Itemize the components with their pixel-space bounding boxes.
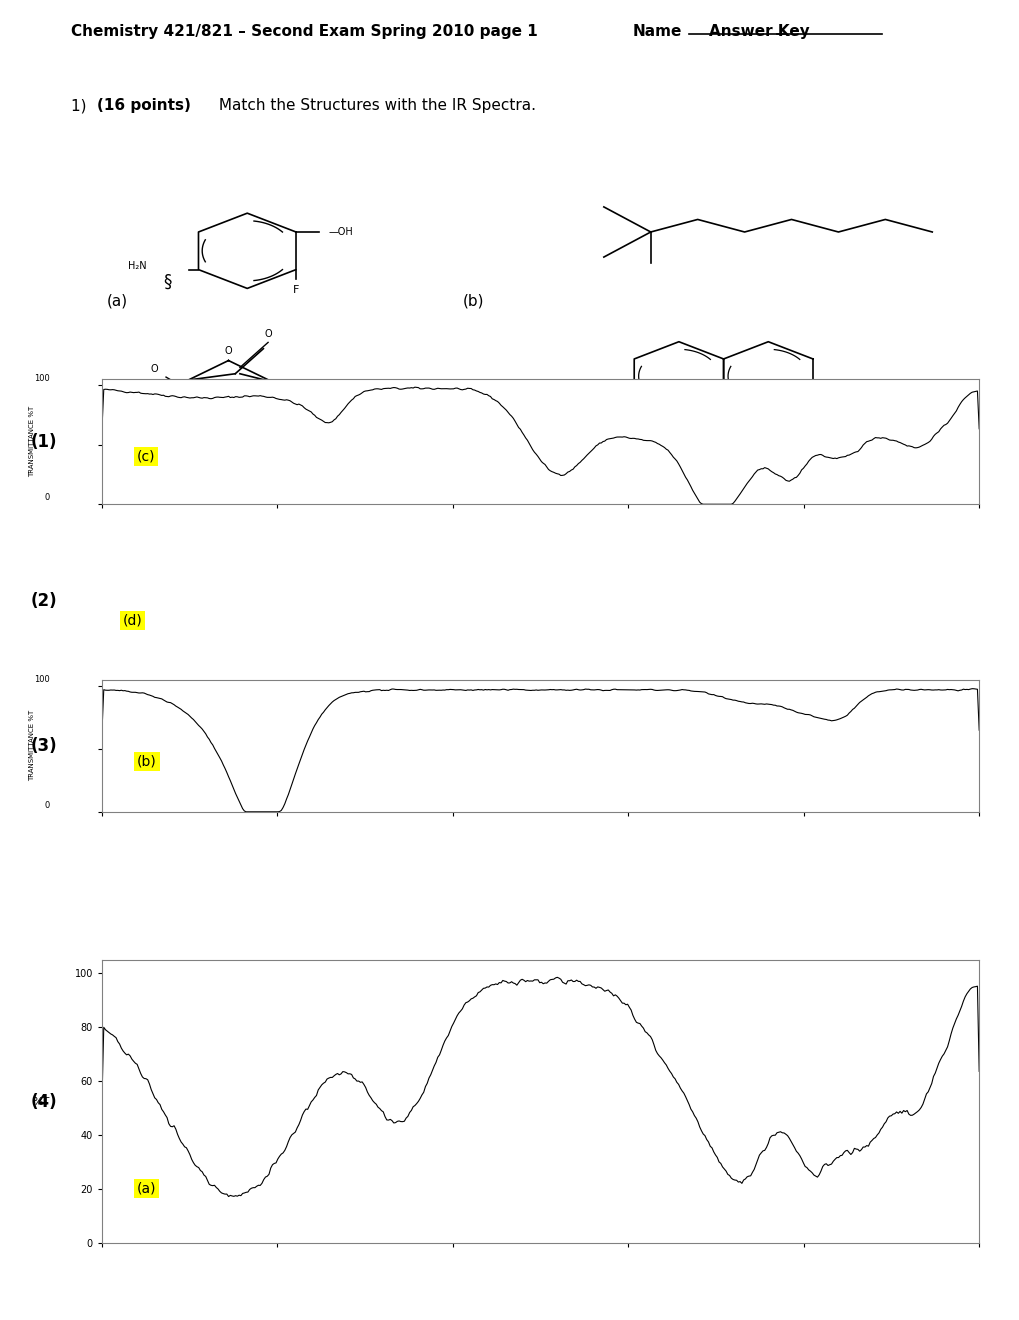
Text: Chemistry 421/821 – Second Exam Spring 2010 page 1: Chemistry 421/821 – Second Exam Spring 2… — [71, 24, 538, 40]
Text: (a): (a) — [137, 1181, 157, 1196]
Text: O: O — [151, 364, 158, 374]
Text: Match the Structures with the IR Spectra.: Match the Structures with the IR Spectra… — [214, 98, 536, 114]
Text: (3): (3) — [31, 737, 57, 755]
Text: TRANSMITTANCE %T: TRANSMITTANCE %T — [29, 407, 35, 477]
Text: 100: 100 — [34, 676, 49, 684]
Text: O: O — [286, 380, 294, 389]
Text: (2): (2) — [31, 591, 57, 610]
Text: (b): (b) — [137, 755, 157, 768]
Text: (d): (d) — [122, 614, 142, 627]
Text: (a): (a) — [106, 293, 127, 309]
Text: —OH: —OH — [328, 227, 354, 238]
Text: 0: 0 — [44, 494, 49, 503]
Text: F: F — [292, 285, 299, 296]
Text: Name: Name — [632, 24, 681, 40]
Text: O: O — [264, 329, 272, 339]
Text: (c): (c) — [106, 469, 126, 484]
Text: (1): (1) — [31, 433, 57, 450]
Text: TRANSMITTANCE %T: TRANSMITTANCE %T — [29, 710, 35, 781]
Text: (c): (c) — [137, 449, 156, 463]
Text: §: § — [163, 273, 171, 292]
Text: (4): (4) — [31, 1093, 57, 1110]
Text: (b): (b) — [463, 293, 484, 309]
Text: (16 points): (16 points) — [97, 98, 191, 114]
Text: 1): 1) — [71, 98, 97, 114]
Text: 0: 0 — [44, 801, 49, 809]
Text: H₂N: H₂N — [128, 261, 147, 272]
Text: %T: %T — [32, 1097, 49, 1106]
Text: O: O — [224, 346, 232, 355]
Text: 100: 100 — [34, 375, 49, 383]
Text: (d): (d) — [538, 469, 559, 484]
Text: Answer Key: Answer Key — [708, 24, 809, 40]
